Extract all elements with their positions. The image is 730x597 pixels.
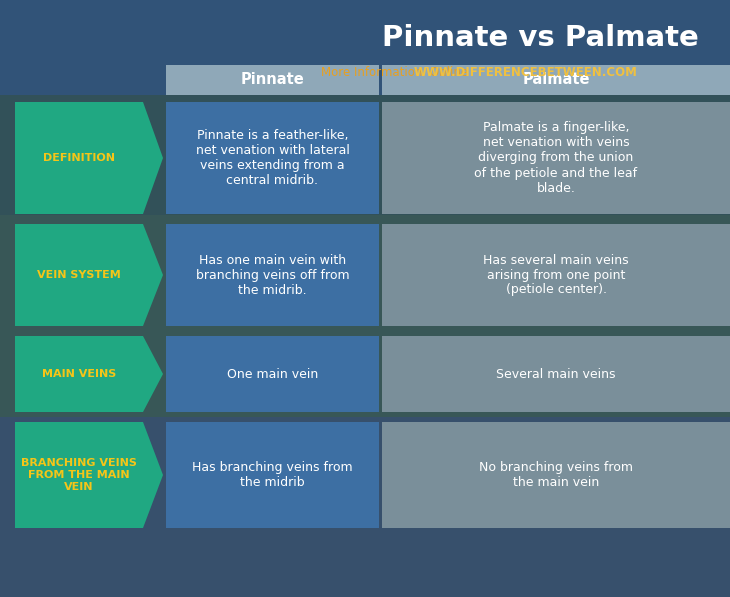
Text: Several main veins: Several main veins (496, 368, 615, 380)
FancyBboxPatch shape (166, 336, 379, 412)
Text: Has several main veins
arising from one point
(petiole center).: Has several main veins arising from one … (483, 254, 629, 297)
FancyBboxPatch shape (0, 417, 730, 597)
Text: Palmate is a finger-like,
net venation with veins
diverging from the union
of th: Palmate is a finger-like, net venation w… (474, 122, 637, 195)
Text: More Information  Online: More Information Online (320, 66, 468, 78)
Text: One main vein: One main vein (227, 368, 318, 380)
Text: BRANCHING VEINS
FROM THE MAIN
VEIN: BRANCHING VEINS FROM THE MAIN VEIN (21, 458, 137, 491)
FancyBboxPatch shape (166, 224, 379, 326)
Text: MAIN VEINS: MAIN VEINS (42, 369, 116, 379)
Text: Has branching veins from
the midrib: Has branching veins from the midrib (192, 461, 353, 489)
FancyBboxPatch shape (0, 0, 730, 95)
Text: Pinnate vs Palmate: Pinnate vs Palmate (382, 24, 699, 52)
Text: VEIN SYSTEM: VEIN SYSTEM (37, 270, 121, 280)
Text: No branching veins from
the main vein: No branching veins from the main vein (479, 461, 633, 489)
FancyBboxPatch shape (382, 336, 730, 412)
FancyBboxPatch shape (382, 224, 730, 326)
Polygon shape (15, 336, 163, 412)
FancyBboxPatch shape (0, 95, 730, 597)
Text: WWW.DIFFERENCEBETWEEN.COM: WWW.DIFFERENCEBETWEEN.COM (414, 66, 637, 78)
FancyBboxPatch shape (382, 65, 730, 95)
Polygon shape (15, 102, 163, 214)
FancyBboxPatch shape (166, 102, 379, 214)
Text: Pinnate: Pinnate (241, 72, 304, 88)
FancyBboxPatch shape (166, 422, 379, 528)
Text: Palmate: Palmate (522, 72, 590, 88)
FancyBboxPatch shape (0, 95, 730, 215)
FancyBboxPatch shape (0, 215, 730, 417)
FancyBboxPatch shape (382, 422, 730, 528)
Polygon shape (15, 224, 163, 326)
Text: DEFINITION: DEFINITION (43, 153, 115, 163)
Text: Has one main vein with
branching veins off from
the midrib.: Has one main vein with branching veins o… (196, 254, 350, 297)
Polygon shape (15, 422, 163, 528)
FancyBboxPatch shape (382, 102, 730, 214)
Text: Pinnate is a feather-like,
net venation with lateral
veins extending from a
cent: Pinnate is a feather-like, net venation … (196, 129, 350, 187)
FancyBboxPatch shape (166, 65, 379, 95)
